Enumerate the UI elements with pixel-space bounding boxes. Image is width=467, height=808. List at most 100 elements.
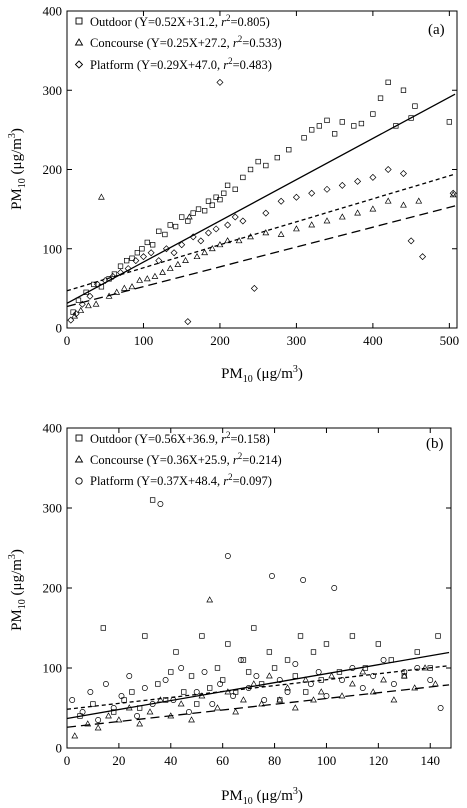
data-point-concourse bbox=[208, 245, 216, 252]
data-point-platform bbox=[239, 217, 247, 225]
data-point-platform bbox=[323, 693, 330, 699]
data-point-platform bbox=[331, 585, 338, 591]
data-point-platform bbox=[170, 249, 178, 257]
data-point-platform bbox=[261, 697, 268, 703]
data-point-outdoor bbox=[134, 250, 141, 256]
data-point-concourse bbox=[120, 284, 128, 291]
data-point-concourse bbox=[85, 302, 92, 309]
data-point-concourse bbox=[105, 712, 112, 719]
data-point-concourse bbox=[71, 732, 79, 739]
data-point-platform bbox=[216, 78, 224, 86]
panel-a-points bbox=[67, 78, 457, 326]
legend-item-outdoor: Outdoor (Y=0.52X+31.2, r2=0.805) bbox=[75, 13, 270, 29]
data-point-platform bbox=[401, 669, 408, 675]
data-point-platform bbox=[79, 709, 86, 715]
legend-r2: =0.483) bbox=[233, 58, 272, 72]
data-point-platform bbox=[134, 713, 141, 719]
data-point-concourse bbox=[265, 672, 273, 679]
data-point-platform bbox=[118, 693, 125, 699]
data-point-outdoor bbox=[156, 228, 162, 234]
x-tick-label: 80 bbox=[268, 753, 281, 768]
panel-b-ticks: 0 20 40 60 80 100 120 140 0 100 200 300 400 bbox=[43, 421, 451, 768]
y-tick-label: 100 bbox=[43, 241, 63, 256]
data-point-concourse bbox=[84, 720, 92, 727]
svg-text:Platform (Y=0.29X+47.0, r2=0.4: Platform (Y=0.29X+47.0, r2=0.483) bbox=[90, 56, 272, 72]
data-point-outdoor bbox=[179, 214, 185, 220]
data-point-outdoor bbox=[324, 117, 330, 124]
data-point-platform bbox=[407, 237, 415, 245]
data-point-platform bbox=[69, 697, 76, 703]
data-point-platform bbox=[184, 318, 192, 326]
data-point-outdoor bbox=[266, 649, 273, 655]
data-point-outdoor bbox=[240, 657, 247, 663]
panel-a-y-axis-title: PM10 (μg/m3) bbox=[7, 128, 28, 210]
data-point-outdoor bbox=[301, 135, 307, 141]
legend-triangle-marker bbox=[74, 455, 84, 463]
data-point-outdoor bbox=[446, 119, 453, 125]
legend-item-platform: Platform (Y=0.37X+48.4, r2=0.097) bbox=[75, 472, 272, 488]
legend-diamond-marker bbox=[74, 60, 84, 69]
data-point-outdoor bbox=[209, 202, 215, 208]
regression-line-outdoor bbox=[66, 651, 450, 720]
data-point-concourse bbox=[323, 217, 331, 224]
data-point-outdoor bbox=[309, 127, 315, 133]
legend-series-name: Concourse bbox=[90, 36, 144, 50]
data-point-platform bbox=[380, 657, 387, 663]
data-point-concourse bbox=[71, 312, 79, 319]
legend-equation: (Y=0.52X+31.2, bbox=[135, 15, 221, 29]
x-tick-label: 200 bbox=[210, 333, 230, 348]
data-point-outdoor bbox=[292, 673, 298, 679]
data-point-platform bbox=[217, 681, 224, 687]
panel-a-plot-frame bbox=[66, 10, 458, 329]
legend-r2: =0.097) bbox=[233, 474, 272, 488]
data-point-outdoor bbox=[100, 625, 106, 631]
y-tick-label: 400 bbox=[43, 421, 63, 436]
x-tick-label: 100 bbox=[317, 753, 337, 768]
data-point-platform bbox=[67, 316, 75, 324]
data-point-platform bbox=[399, 169, 407, 177]
data-point-concourse bbox=[92, 300, 100, 307]
data-point-outdoor bbox=[303, 689, 309, 695]
panel-a-label: (a) bbox=[428, 22, 445, 38]
data-point-outdoor bbox=[185, 218, 191, 224]
legend-item-concourse: Concourse (Y=0.25X+27.2, r2=0.533) bbox=[74, 34, 282, 50]
data-point-platform bbox=[157, 501, 164, 507]
legend-item-concourse: Concourse (Y=0.36X+25.9, r2=0.214) bbox=[74, 451, 282, 467]
legend-square-marker bbox=[75, 434, 83, 442]
data-point-concourse bbox=[115, 716, 123, 723]
legend-r2: =0.158) bbox=[231, 432, 270, 446]
data-point-platform bbox=[237, 657, 244, 663]
legend-series-name: Platform bbox=[90, 474, 134, 488]
data-point-platform bbox=[95, 717, 102, 723]
x-tick-label: 140 bbox=[420, 753, 440, 768]
data-point-outdoor bbox=[225, 641, 231, 647]
data-point-platform bbox=[197, 237, 205, 245]
data-point-outdoor bbox=[188, 673, 195, 679]
y-tick-label: 200 bbox=[43, 581, 63, 596]
data-point-concourse bbox=[369, 205, 377, 212]
data-point-concourse bbox=[214, 704, 221, 711]
legend-circle-marker bbox=[75, 477, 83, 485]
legend-square-marker bbox=[75, 17, 83, 25]
data-point-platform bbox=[86, 292, 94, 300]
data-point-concourse bbox=[224, 237, 231, 244]
panel-b-label: (b) bbox=[426, 436, 444, 452]
data-point-outdoor bbox=[167, 222, 173, 228]
data-point-platform bbox=[307, 681, 314, 687]
regression-line-platform bbox=[66, 665, 450, 710]
data-point-platform bbox=[224, 553, 231, 559]
data-point-platform bbox=[250, 284, 258, 292]
data-point-concourse bbox=[354, 209, 361, 216]
x-tick-label: 400 bbox=[363, 333, 383, 348]
data-point-concourse bbox=[338, 692, 346, 699]
data-point-outdoor bbox=[194, 701, 200, 707]
legend-r2: =0.805) bbox=[231, 15, 270, 29]
data-point-platform bbox=[126, 673, 133, 679]
data-point-concourse bbox=[369, 688, 377, 695]
data-point-outdoor bbox=[224, 182, 231, 189]
y-tick-label: 100 bbox=[43, 661, 63, 676]
data-point-concourse bbox=[143, 275, 151, 282]
data-point-concourse bbox=[240, 696, 247, 703]
data-point-concourse bbox=[185, 213, 193, 220]
data-point-platform bbox=[147, 249, 155, 257]
